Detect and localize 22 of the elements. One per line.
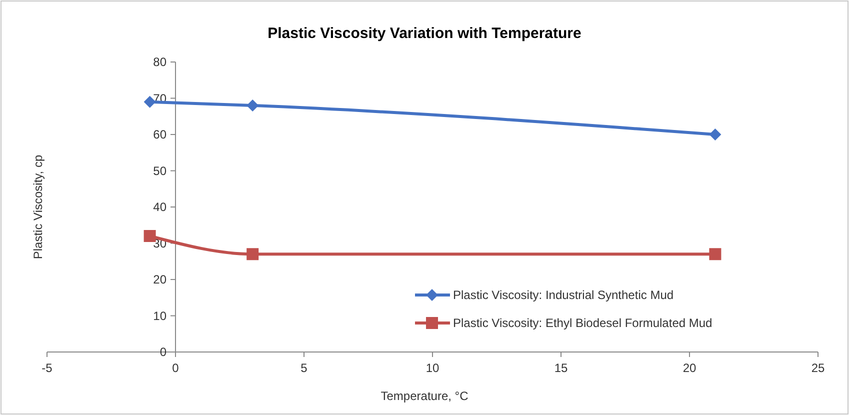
point xyxy=(246,248,259,260)
y-tick-label: 50 xyxy=(153,164,167,178)
chart-title: Plastic Viscosity Variation with Temperature xyxy=(268,25,582,42)
x-tick-label: 20 xyxy=(682,361,696,375)
y-tick-label: 60 xyxy=(153,128,167,142)
y-tick-label: 10 xyxy=(153,308,167,323)
x-tick-label: 15 xyxy=(554,361,568,375)
y-tick-label: 80 xyxy=(153,55,167,69)
point xyxy=(709,128,722,140)
point xyxy=(246,100,259,112)
x-axis-title: Temperature, °C xyxy=(380,389,469,403)
legend-label: Plastic Viscosity: Industrial Synthetic Mud xyxy=(453,288,674,302)
y-tick-label: 20 xyxy=(153,272,167,286)
legend-label: Plastic Viscosity: Ethyl Biodesel Formulated Mud xyxy=(453,316,712,330)
y-axis-title: Plastic Viscosity, cp xyxy=(31,154,45,260)
x-tick-label: 0 xyxy=(172,361,180,375)
x-tick-label: -5 xyxy=(42,361,53,375)
x-tick-label: 5 xyxy=(300,361,308,375)
x-tick-label: 10 xyxy=(426,361,440,375)
point xyxy=(709,248,722,260)
y-tick-label: 40 xyxy=(153,200,167,214)
x-tick-label: 25 xyxy=(811,361,825,375)
